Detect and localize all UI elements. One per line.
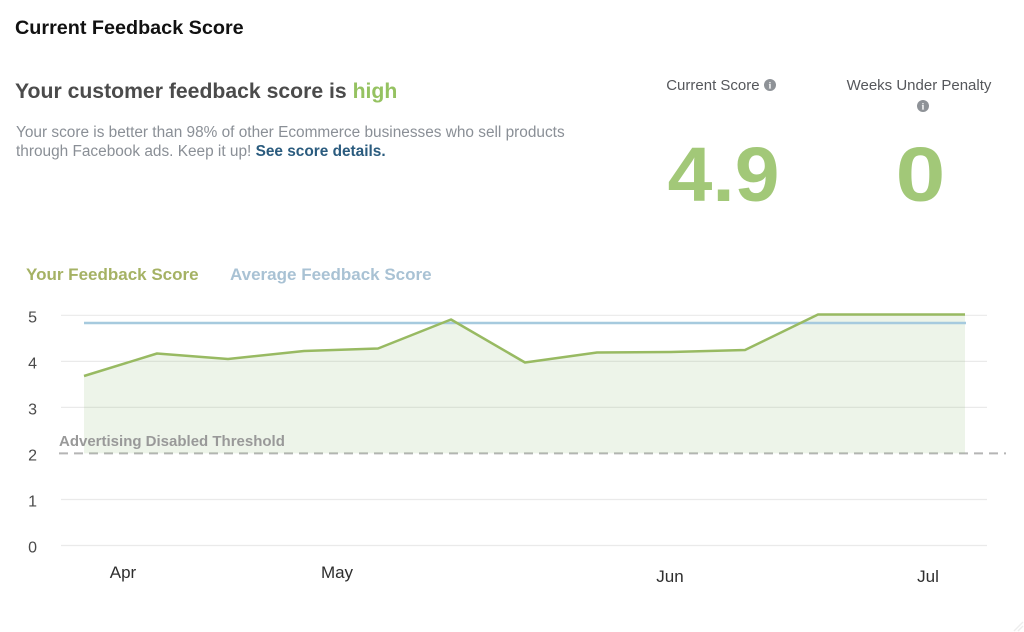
svg-text:Advertising Disabled Threshold: Advertising Disabled Threshold — [59, 433, 285, 450]
svg-text:i: i — [922, 102, 925, 112]
svg-text:May: May — [321, 563, 354, 582]
svg-text:2: 2 — [28, 447, 37, 464]
svg-text:Jun: Jun — [656, 567, 683, 586]
svg-text:Apr: Apr — [110, 563, 137, 582]
svg-text:i: i — [768, 81, 771, 91]
svg-text:0: 0 — [28, 540, 37, 557]
svg-text:4: 4 — [28, 355, 37, 372]
svg-text:1: 1 — [28, 494, 37, 511]
svg-text:Jul: Jul — [917, 567, 939, 586]
svg-text:5: 5 — [28, 309, 37, 326]
svg-text:3: 3 — [28, 401, 37, 418]
